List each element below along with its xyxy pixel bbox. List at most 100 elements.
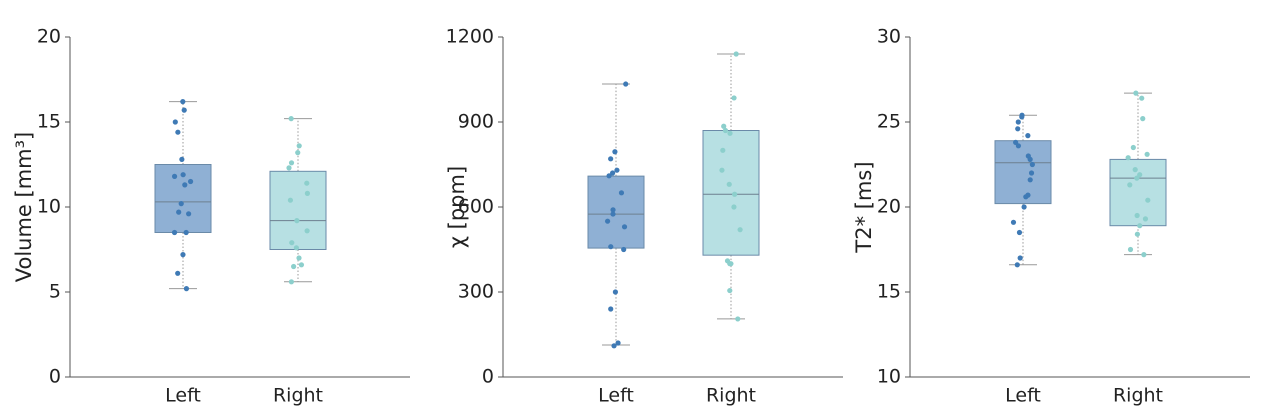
point (727, 287, 733, 294)
point (1127, 182, 1133, 188)
point (304, 180, 310, 186)
point (289, 240, 295, 246)
point (178, 201, 184, 207)
box (269, 170, 327, 250)
x-tick-label: Right (273, 385, 323, 407)
point (1137, 223, 1143, 229)
point (175, 270, 181, 276)
y-tick-label: 900 (458, 111, 494, 133)
point (291, 263, 297, 270)
panel: 0 5 10 15 20 Volume [mm³] Left Right (12, 26, 410, 407)
point (295, 150, 301, 156)
point (293, 245, 299, 251)
point (181, 107, 187, 113)
point (175, 129, 181, 135)
point (180, 252, 186, 258)
x-tick-label: Left (1005, 385, 1041, 407)
box (587, 175, 645, 249)
point (731, 204, 737, 210)
y-tick-label: 0 (482, 366, 494, 388)
point (180, 99, 186, 105)
y-tick-label: 20 (37, 26, 61, 48)
point (1016, 229, 1023, 236)
point (1027, 177, 1033, 183)
point (722, 127, 729, 134)
point (1137, 172, 1143, 178)
point (606, 173, 612, 179)
point (728, 261, 734, 267)
y-tick-label: 20 (877, 196, 901, 218)
y-tick-label: 10 (877, 366, 901, 388)
point (611, 343, 617, 349)
point (1019, 114, 1025, 120)
point (719, 167, 725, 173)
point (296, 255, 302, 261)
x-tick-label: Right (706, 385, 756, 407)
point (1015, 126, 1021, 132)
y-tick-label: 600 (458, 196, 494, 218)
point (1130, 144, 1136, 151)
point (176, 209, 182, 215)
point (1027, 156, 1033, 162)
point (1025, 133, 1031, 139)
panel: 10 15 20 25 30 T2* [ms] Left Right (852, 26, 1250, 407)
point (187, 178, 194, 185)
y-axis-label: Volume [mm³] (12, 132, 36, 283)
point (296, 143, 302, 149)
point (614, 167, 620, 173)
point (288, 160, 295, 166)
point (294, 218, 300, 224)
point (1140, 116, 1146, 122)
x-tick-label: Right (1113, 385, 1163, 407)
point (288, 279, 295, 285)
y-axis-label: χ [ppm] (445, 166, 469, 248)
point (288, 116, 294, 122)
y-tick-label: 300 (458, 281, 494, 303)
point (286, 165, 292, 171)
point (1139, 95, 1145, 101)
point (183, 286, 190, 292)
box (702, 130, 760, 256)
point (1134, 212, 1140, 219)
point (182, 182, 188, 188)
point (171, 173, 178, 179)
point (1132, 167, 1138, 173)
point (304, 190, 310, 196)
point (1134, 175, 1140, 181)
point (1014, 262, 1020, 268)
point (1021, 204, 1027, 210)
point (172, 119, 178, 125)
point (615, 340, 621, 346)
point (610, 211, 616, 217)
point (612, 149, 618, 155)
point (726, 181, 732, 187)
point (1141, 252, 1147, 258)
x-tick-label: Left (598, 385, 634, 407)
point (1134, 231, 1140, 237)
y-tick-label: 10 (37, 196, 61, 218)
point (721, 123, 727, 129)
point (1145, 197, 1151, 203)
point (1029, 161, 1035, 168)
point (1015, 143, 1022, 149)
point (1028, 170, 1035, 176)
point (612, 289, 619, 295)
point (623, 81, 629, 87)
point (733, 51, 739, 57)
point (180, 172, 186, 178)
point (183, 229, 189, 236)
box (154, 164, 212, 233)
point (1127, 246, 1134, 253)
point (618, 190, 625, 196)
point (621, 246, 627, 253)
point (304, 228, 310, 234)
point (610, 170, 616, 176)
point (727, 130, 733, 136)
point (720, 147, 726, 153)
point (1015, 119, 1021, 125)
point (608, 306, 614, 312)
point (608, 156, 614, 162)
point (608, 244, 614, 250)
x-tick-label: Left (165, 385, 201, 407)
